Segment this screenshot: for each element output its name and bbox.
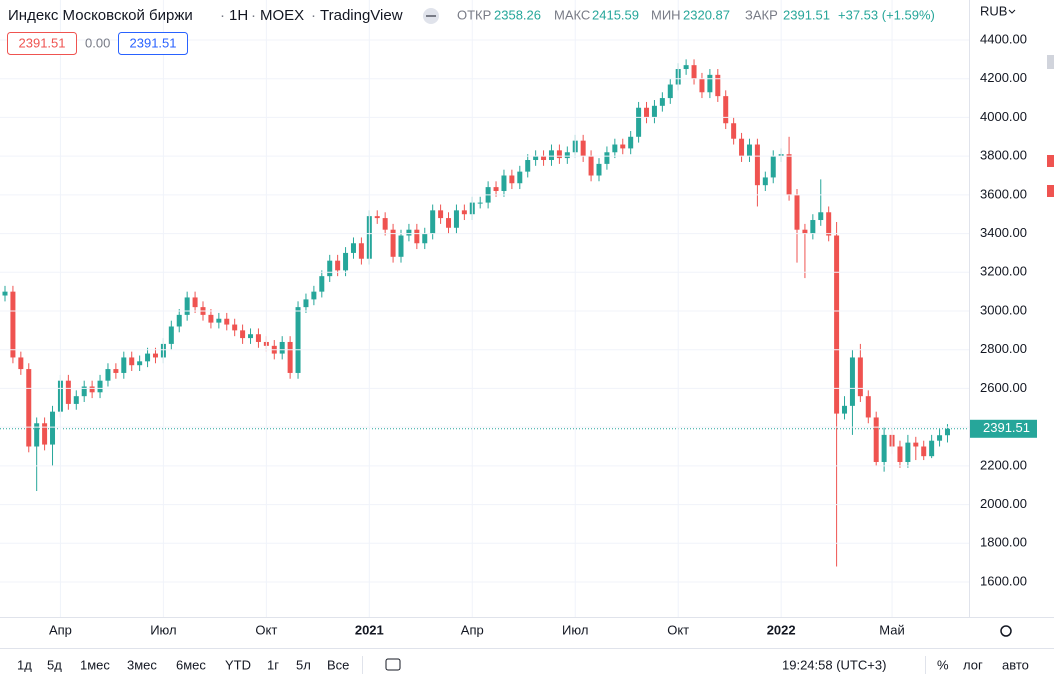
currency-caret [1008,9,1016,14]
x-tick-label: Май [879,622,904,637]
exchange: MOEX [260,7,304,24]
sell-box[interactable] [7,32,77,55]
x-tick-label: Июл [562,622,588,637]
range-button[interactable]: 3мес [127,657,157,672]
y-tick-label: 3000.00 [980,302,1027,317]
ohlc-value: 2358.26 [494,7,541,22]
y-tick-label: 2600.00 [980,380,1027,395]
range-button[interactable]: 5л [296,657,311,672]
y-tick-label: 1600.00 [980,573,1027,588]
interval[interactable]: 1Н [229,7,248,24]
x-tick-label: Апр [461,622,484,637]
ohlc-label: МИН [651,7,681,22]
range-button[interactable]: 5д [47,657,62,672]
sell-price: 2391.51 [19,35,66,50]
alert-marker [1047,185,1054,197]
scale-option[interactable]: лог [963,657,983,672]
y-tick-label: 4000.00 [980,109,1027,124]
ohlc-label: МАКС [554,7,590,22]
scale-option[interactable]: авто [1002,657,1029,672]
ohlc-value: 2320.87 [683,7,730,22]
x-tick-label: 2021 [355,622,384,637]
ohlc-label: ОТКР [457,7,491,22]
ohlc-value: 2391.51 [783,7,830,22]
separator: · [220,7,225,24]
range-button[interactable]: 1мес [80,657,110,672]
change: +37.53 (+1.59%) [838,7,935,22]
range-button[interactable]: YTD [225,657,251,672]
range-button[interactable]: Все [327,657,349,672]
scrollbar [1047,55,1054,69]
spread: 0.00 [85,35,110,50]
y-tick-label: 2200.00 [980,457,1027,472]
range-button[interactable]: 1г [267,657,279,672]
x-tick-label: Окт [667,622,689,637]
range-button[interactable]: 6мес [176,657,206,672]
ohlc-label: ЗАКР [745,7,778,22]
y-tick-label: 1800.00 [980,535,1027,550]
ohlc-value: 2415.59 [592,7,639,22]
symbol-title[interactable]: Индекс Московской биржи [8,7,193,24]
x-tick-label: Апр [49,622,72,637]
last-price-badge [970,419,1037,438]
separator: · [251,7,256,24]
x-tick-label: Окт [255,622,277,637]
y-tick-label: 4200.00 [980,70,1027,85]
settings-icon[interactable] [1000,625,1012,637]
buy-price: 2391.51 [130,35,177,50]
clock: 19:24:58 (UTC+3) [782,657,886,672]
y-tick-label: 2800.00 [980,341,1027,356]
x-tick-label: 2022 [767,622,796,637]
y-tick-label: 3400.00 [980,225,1027,240]
currency[interactable]: RUB [980,3,1007,18]
separator: · [311,7,316,24]
y-tick-label: 2000.00 [980,496,1027,511]
last-price-label: 2391.51 [983,420,1030,435]
alert-marker [1047,155,1054,167]
buy-box[interactable] [118,32,188,55]
scale-option[interactable]: % [937,657,949,672]
y-tick-label: 3800.00 [980,148,1027,163]
date-range-icon[interactable] [385,658,401,671]
source: TradingView [320,7,403,24]
eye-icon [426,15,436,17]
x-tick-label: Июл [150,622,176,637]
y-tick-label: 3200.00 [980,264,1027,279]
range-button[interactable]: 1д [17,657,32,672]
y-tick-label: 4400.00 [980,31,1027,46]
y-tick-label: 3600.00 [980,186,1027,201]
